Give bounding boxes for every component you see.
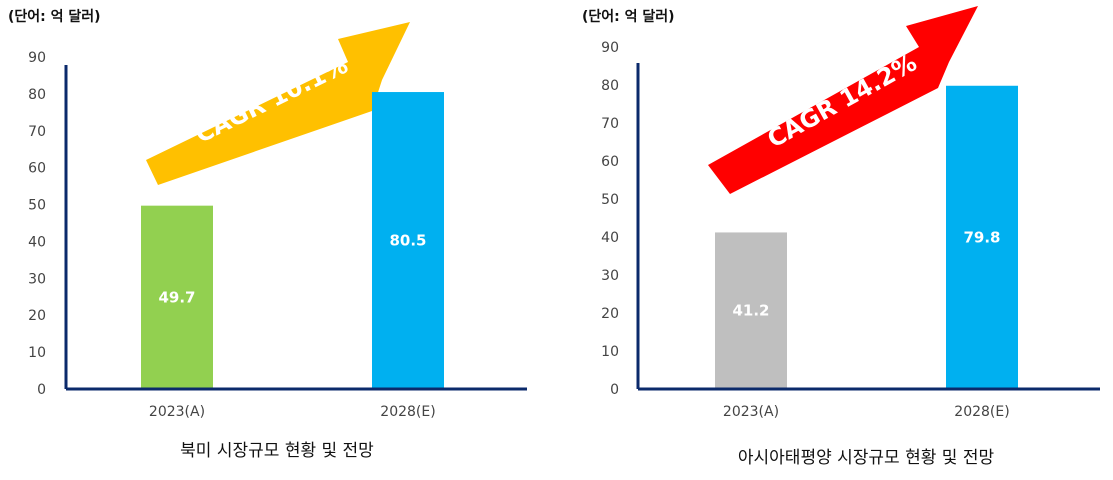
- y-tick-label: 0: [37, 382, 46, 398]
- bar-value-label: 79.8: [963, 228, 1000, 246]
- y-tick-label: 40: [28, 234, 46, 250]
- bar: [372, 92, 444, 390]
- cagr-arrow-shape: [146, 22, 410, 185]
- x-axis-categories: 2023(A) 2028(E): [723, 404, 1010, 420]
- y-tick-label: 90: [601, 40, 619, 56]
- chart-caption: 북미 시장규모 현황 및 전망: [180, 441, 374, 461]
- bar-value-label: 80.5: [389, 232, 426, 250]
- y-tick-label: 10: [28, 345, 46, 361]
- y-tick-label: 60: [28, 161, 46, 177]
- y-tick-label: 40: [601, 230, 619, 246]
- x-category-label: 2023(A): [149, 404, 205, 420]
- cagr-arrow: CAGR 10.1%: [146, 22, 410, 185]
- x-category-label: 2028(E): [954, 404, 1009, 420]
- cagr-arrow-shape: [708, 6, 978, 194]
- y-tick-label: 60: [601, 154, 619, 170]
- y-tick-label: 50: [28, 198, 46, 214]
- x-category-label: 2023(A): [723, 404, 779, 420]
- y-tick-label: 30: [601, 268, 619, 284]
- y-tick-label: 80: [601, 78, 619, 94]
- y-tick-label: 50: [601, 192, 619, 208]
- bar-value-label: 41.2: [732, 302, 769, 320]
- unit-label: (단어: 억 달러): [8, 8, 101, 25]
- y-tick-label: 90: [28, 50, 46, 66]
- bar: [141, 205, 213, 389]
- asia-pacific-chart: (단어: 억 달러) 0 10 20 30 40 50 60 70 80 90 CAGR 14.2…: [582, 6, 1100, 468]
- y-tick-label: 70: [601, 116, 619, 132]
- bar: [715, 232, 787, 389]
- unit-label: (단어: 억 달러): [582, 8, 675, 25]
- bars: 49.7 80.5: [141, 92, 444, 390]
- y-tick-label: 20: [601, 306, 619, 322]
- x-category-label: 2028(E): [380, 404, 435, 420]
- x-axis-categories: 2023(A) 2028(E): [149, 404, 436, 420]
- chart-caption: 아시아태평양 시장규모 현황 및 전망: [738, 448, 995, 468]
- bar-value-label: 49.7: [158, 288, 195, 306]
- y-tick-label: 10: [601, 344, 619, 360]
- y-tick-label: 0: [610, 382, 619, 398]
- y-tick-label: 70: [28, 124, 46, 140]
- y-tick-label: 30: [28, 271, 46, 287]
- y-tick-label: 80: [28, 87, 46, 103]
- north-america-chart: (단어: 억 달러) 0 10 20 30 40 50 60 70 80 90 CAGR 10.1…: [8, 8, 527, 461]
- y-axis-ticks: 0 10 20 30 40 50 60 70 80 90: [28, 50, 46, 398]
- y-axis-ticks: 0 10 20 30 40 50 60 70 80 90: [601, 40, 619, 398]
- bars: 41.2 79.8: [715, 85, 1018, 389]
- bar: [946, 85, 1018, 389]
- cagr-arrow: CAGR 14.2%: [708, 6, 978, 194]
- y-tick-label: 20: [28, 308, 46, 324]
